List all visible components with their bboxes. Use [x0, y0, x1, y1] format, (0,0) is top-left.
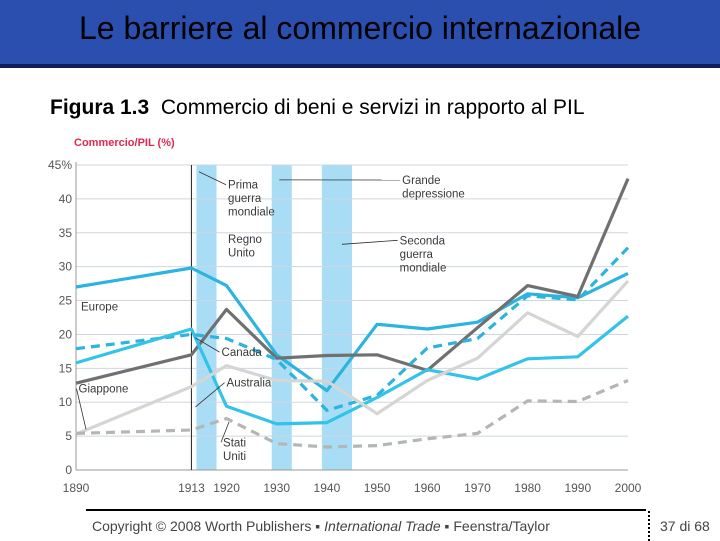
annotation-line: Giappone [79, 384, 129, 396]
annotation-label-7: Giappone [79, 384, 129, 396]
annotation-line: Canada [222, 347, 263, 359]
slide-title: Le barriere al commercio internazionale [0, 10, 720, 47]
y-tick-label: 40 [59, 192, 73, 206]
y-tick-label: 15 [59, 361, 73, 375]
annotation-label-6: Australia [227, 378, 272, 390]
annotation-line: Grande [402, 175, 440, 187]
y-tick-label: 5 [65, 429, 72, 443]
annotation-line: Uniti [223, 451, 246, 463]
annotation-line: Stati [223, 437, 246, 449]
annotation-line: guerra [400, 249, 434, 261]
footer-authors: Feenstra/Taylor [453, 518, 549, 534]
y-axis-label: Commercio/PIL (%) [74, 137, 175, 149]
annotation-line: mondiale [228, 207, 275, 219]
annotation-line: Europe [81, 302, 118, 314]
y-tick-label: 25 [59, 294, 73, 308]
x-tick-label: 1913 [178, 481, 205, 495]
x-tick-label: 1990 [564, 481, 591, 495]
annotation-label-5: Canada [222, 347, 263, 359]
y-tick-label: 20 [59, 327, 73, 341]
footer-rule [86, 509, 646, 511]
trade-gdp-line-chart: 0 5 10 15 20 25 30 35 40 45% 1890 1913 1920 1930 1940 1… [40, 130, 650, 500]
y-tick-label: 0 [65, 463, 72, 477]
figure-caption: Figura 1.3 Commercio di beni e servizi i… [50, 96, 585, 120]
annotation-line: depressione [402, 188, 465, 200]
annotation-line: Seconda [400, 235, 446, 247]
annotation-line: guerra [228, 193, 262, 205]
annotation-line: Regno [228, 234, 262, 246]
annotation-label-8: Stati Uniti [223, 437, 246, 463]
title-bar: Le barriere al commercio internazionale [0, 0, 720, 68]
footer-book-title: International Trade [324, 518, 440, 534]
footer-copyright-text: Copyright © 2008 Worth Publishers [92, 518, 311, 534]
y-tick-label: 35 [59, 226, 73, 240]
annotation-line: mondiale [400, 262, 447, 274]
annotation-line: Australia [227, 378, 272, 390]
x-tick-label: 1890 [63, 481, 90, 495]
x-tick-label: 1930 [263, 481, 290, 495]
x-tick-label: 1950 [364, 481, 391, 495]
x-tick-label: 1980 [514, 481, 541, 495]
x-tick-label: 1960 [414, 481, 441, 495]
y-tick-label: 30 [59, 260, 73, 274]
x-tick-label: 2000 [615, 481, 642, 495]
x-tick-label: 1970 [464, 481, 491, 495]
x-tick-label: 1920 [213, 481, 240, 495]
footer-separator [648, 511, 652, 541]
x-tick-label: 1940 [314, 481, 341, 495]
page-number: 37 di 68 [660, 518, 710, 534]
y-tick-label: 45% [48, 158, 72, 172]
war-band-2 [322, 165, 352, 470]
y-tick-label: 10 [59, 395, 73, 409]
figure-label: Figura 1.3 [50, 96, 149, 119]
annotation-line: Unito [228, 247, 255, 259]
footer-copyright: Copyright © 2008 Worth Publishers ▪ Inte… [92, 518, 550, 534]
figure-caption-text: Commercio di beni e servizi in rapporto … [161, 96, 585, 119]
annotation-line: Prima [228, 180, 259, 192]
annotation-label-4: Europe [81, 302, 118, 314]
